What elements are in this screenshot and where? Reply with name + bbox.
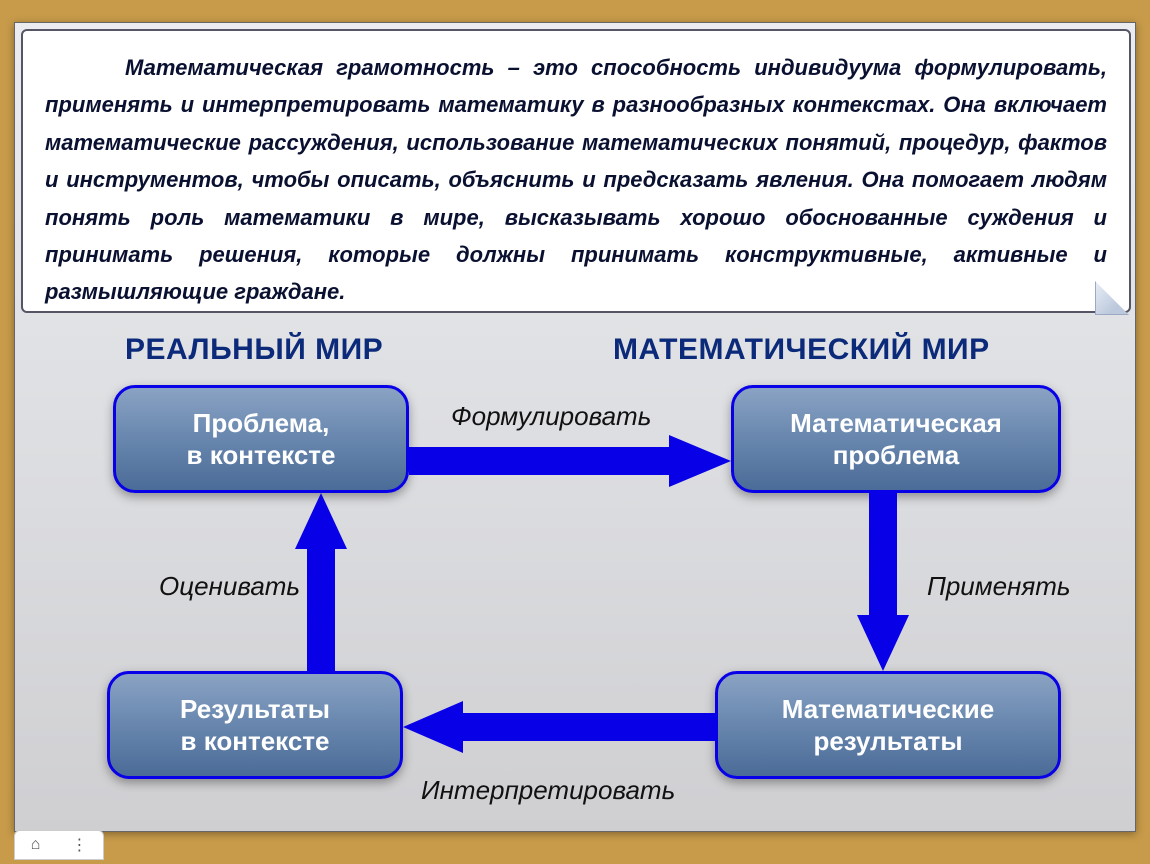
edge-label-interpret: Интерпретировать — [421, 775, 675, 806]
menu-icon[interactable]: ⋮ — [71, 835, 87, 855]
bottom-toolbar: ⌂ ⋮ — [14, 830, 104, 860]
home-icon[interactable]: ⌂ — [31, 836, 41, 854]
node-line: в контексте — [187, 439, 336, 472]
node-line: результаты — [782, 725, 994, 758]
node-line: Проблема, — [187, 407, 336, 440]
node-line: проблема — [790, 439, 1002, 472]
edge-label-apply: Применять — [927, 571, 1071, 602]
arrow-apply — [857, 493, 909, 671]
node-line: Результаты — [180, 693, 330, 726]
heading-real-world: РЕАЛЬНЫЙ МИР — [125, 333, 383, 367]
node-math-results: Математические результаты — [715, 671, 1061, 779]
arrow-evaluate — [295, 493, 347, 671]
node-line: Математические — [782, 693, 994, 726]
node-line: в контексте — [180, 725, 330, 758]
node-results-context: Результаты в контексте — [107, 671, 403, 779]
node-problem-context: Проблема, в контексте — [113, 385, 409, 493]
arrow-interpret — [403, 701, 715, 753]
node-math-problem: Математическая проблема — [731, 385, 1061, 493]
definition-box: Математическая грамотность – это способн… — [21, 29, 1131, 313]
edge-label-evaluate: Оценивать — [159, 571, 300, 602]
edge-label-formulate: Формулировать — [451, 401, 651, 432]
slide-panel: Математическая грамотность – это способн… — [14, 22, 1136, 832]
heading-math-world: МАТЕМАТИЧЕСКИЙ МИР — [613, 333, 990, 367]
node-line: Математическая — [790, 407, 1002, 440]
definition-text: Математическая грамотность – это способн… — [45, 55, 1107, 304]
arrow-formulate — [409, 435, 731, 487]
